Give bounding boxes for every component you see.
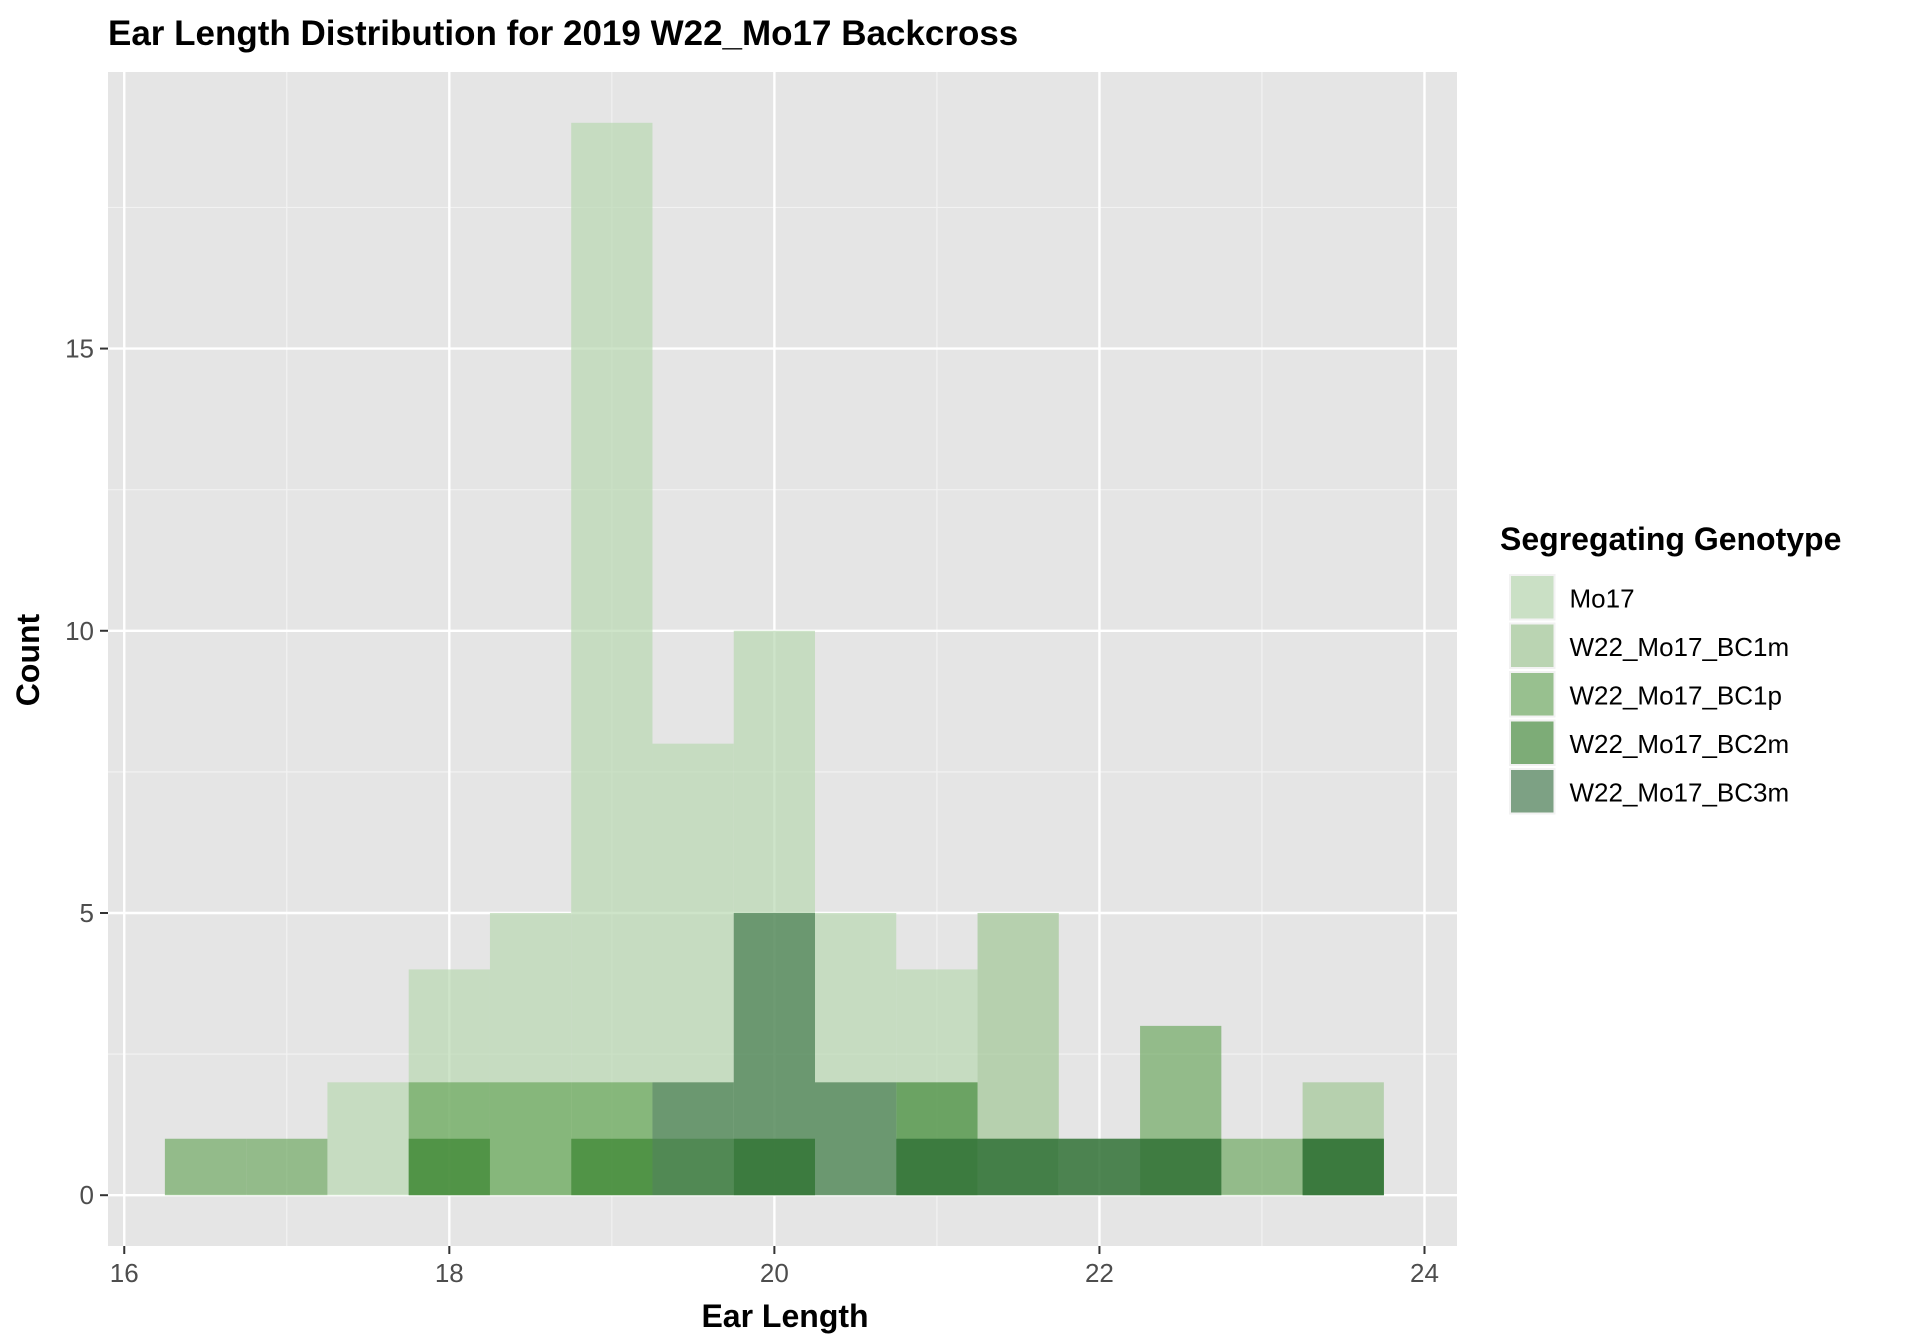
histogram-bar	[489, 1082, 572, 1196]
legend-key-swatch	[1511, 673, 1554, 716]
legend-entry-label: W22_Mo17_BC1p	[1570, 680, 1782, 710]
y-tick-label: 0	[80, 1180, 94, 1210]
chart-title: Ear Length Distribution for 2019 W22_Mo1…	[108, 14, 1018, 53]
y-tick-label: 15	[65, 334, 94, 364]
x-axis-title: Ear Length	[701, 1298, 868, 1334]
histogram-bar	[1058, 1138, 1141, 1196]
histogram-bar	[1140, 1138, 1222, 1196]
y-tick-label: 5	[80, 898, 94, 928]
x-tick-label: 22	[1085, 1258, 1114, 1288]
histogram-bar	[733, 912, 816, 1196]
x-tick-label: 20	[760, 1258, 789, 1288]
series-W22_Mo17_BC3m	[652, 912, 1384, 1196]
histogram-bar	[1302, 1138, 1384, 1196]
histogram-bar	[571, 122, 653, 1196]
legend-key-swatch	[1511, 721, 1554, 764]
legend-entry-label: W22_Mo17_BC2m	[1570, 729, 1790, 759]
legend-key-swatch	[1511, 624, 1554, 667]
legend-entry-label: W22_Mo17_BC3m	[1570, 777, 1790, 807]
legend-title: Segregating Genotype	[1500, 521, 1841, 557]
x-tick-label: 24	[1410, 1258, 1439, 1288]
x-axis: 16 18 20 22 24	[110, 1246, 1439, 1288]
histogram-bar	[246, 1138, 328, 1196]
y-axis-title: Count	[10, 613, 46, 706]
y-tick-label: 10	[65, 616, 94, 646]
x-tick-label: 18	[435, 1258, 464, 1288]
histogram-bar	[977, 1138, 1059, 1196]
histogram-bar	[408, 1138, 490, 1196]
y-axis: 0 5 10 15	[65, 334, 108, 1210]
x-tick-label: 16	[110, 1258, 139, 1288]
histogram-bar	[164, 1138, 247, 1196]
legend-entry-label: Mo17	[1570, 583, 1635, 613]
legend-key-swatch	[1511, 576, 1554, 619]
histogram-bar	[1221, 1138, 1303, 1196]
legend: Segregating Genotype Mo17 W22_Mo17_BC1m W2…	[1500, 521, 1841, 815]
bars	[164, 122, 1384, 1196]
histogram-bar	[896, 1138, 978, 1196]
histogram-bar	[815, 1082, 897, 1196]
legend-entry-label: W22_Mo17_BC1m	[1570, 632, 1790, 662]
legend-key-swatch	[1511, 770, 1554, 813]
histogram-bar	[327, 1082, 409, 1196]
histogram-bar	[652, 1082, 734, 1196]
histogram-bar	[571, 1138, 653, 1196]
